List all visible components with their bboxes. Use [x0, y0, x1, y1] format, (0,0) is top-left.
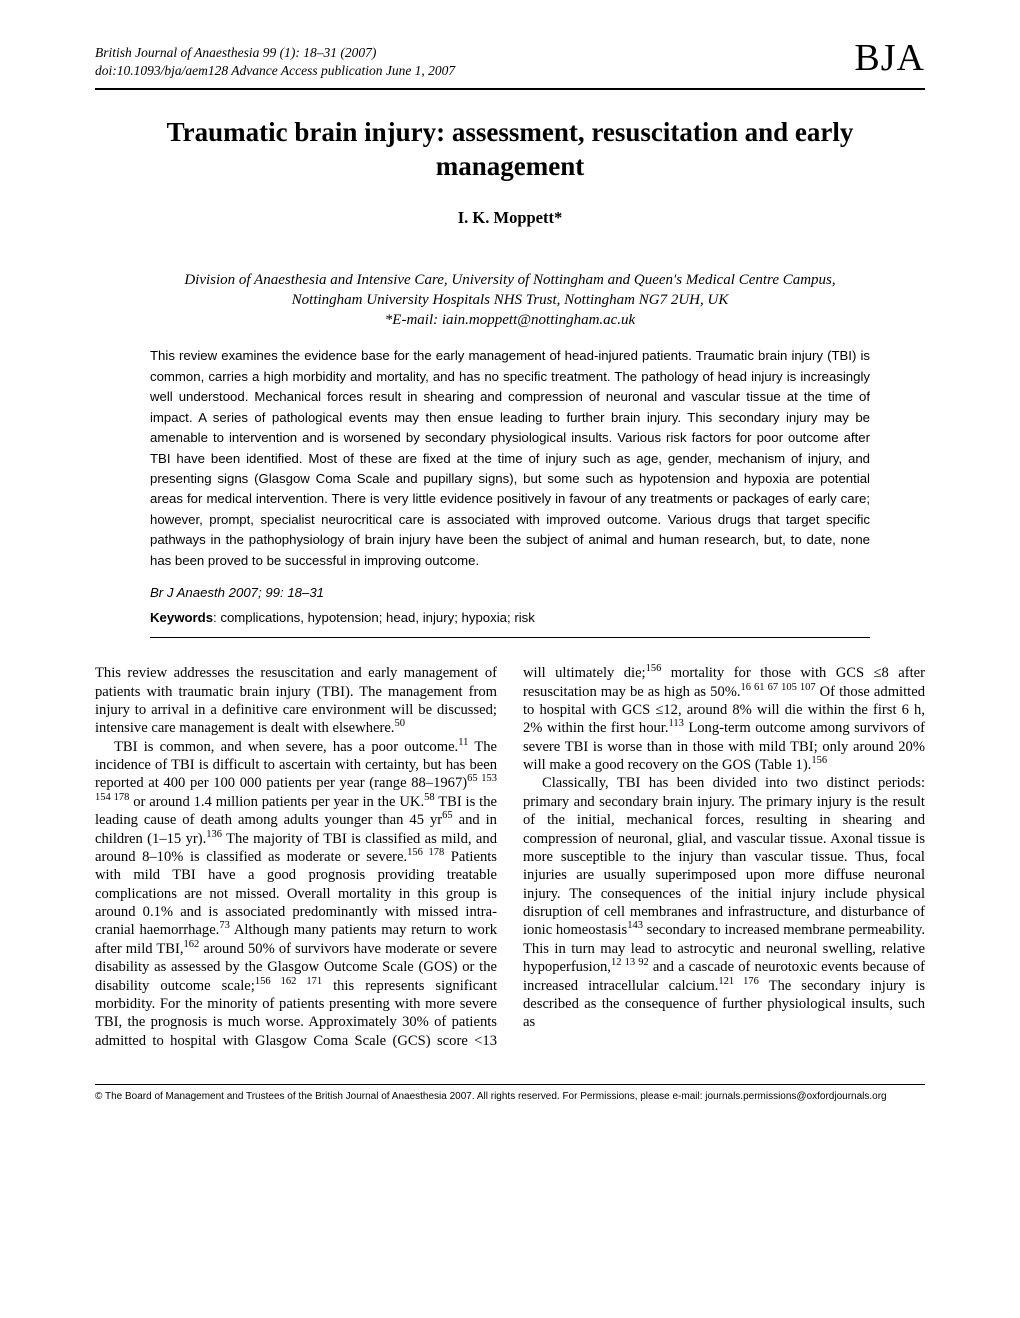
keywords-label: Keywords: [150, 610, 213, 625]
keywords-text: : complications, hypotension; head, inju…: [213, 610, 535, 625]
copyright-footer: © The Board of Management and Trustees o…: [95, 1084, 925, 1102]
affiliation-line1: Division of Anaesthesia and Intensive Ca…: [95, 270, 925, 290]
paragraph-1: This review addresses the resuscitation …: [95, 664, 497, 738]
journal-info: British Journal of Anaesthesia 99 (1): 1…: [95, 44, 455, 80]
author: I. K. Moppett*: [95, 208, 925, 228]
page: British Journal of Anaesthesia 99 (1): 1…: [0, 0, 1020, 1122]
corresponding-email: *E-mail: iain.moppett@nottingham.ac.uk: [95, 310, 925, 330]
keywords: Keywords: complications, hypotension; he…: [150, 610, 870, 638]
journal-line: British Journal of Anaesthesia 99 (1): 1…: [95, 44, 455, 62]
journal-logo: BJA: [854, 36, 925, 80]
page-header: British Journal of Anaesthesia 99 (1): 1…: [95, 36, 925, 90]
affiliation: Division of Anaesthesia and Intensive Ca…: [95, 270, 925, 331]
body-text: This review addresses the resuscitation …: [95, 664, 925, 1050]
abstract: This review examines the evidence base f…: [150, 346, 870, 571]
paragraph-3: Classically, TBI has been divided into t…: [523, 774, 925, 1031]
article-title: Traumatic brain injury: assessment, resu…: [95, 116, 925, 184]
affiliation-line2: Nottingham University Hospitals NHS Trus…: [95, 290, 925, 310]
citation: Br J Anaesth 2007; 99: 18–31: [150, 585, 870, 600]
doi-line: doi:10.1093/bja/aem128 Advance Access pu…: [95, 62, 455, 80]
